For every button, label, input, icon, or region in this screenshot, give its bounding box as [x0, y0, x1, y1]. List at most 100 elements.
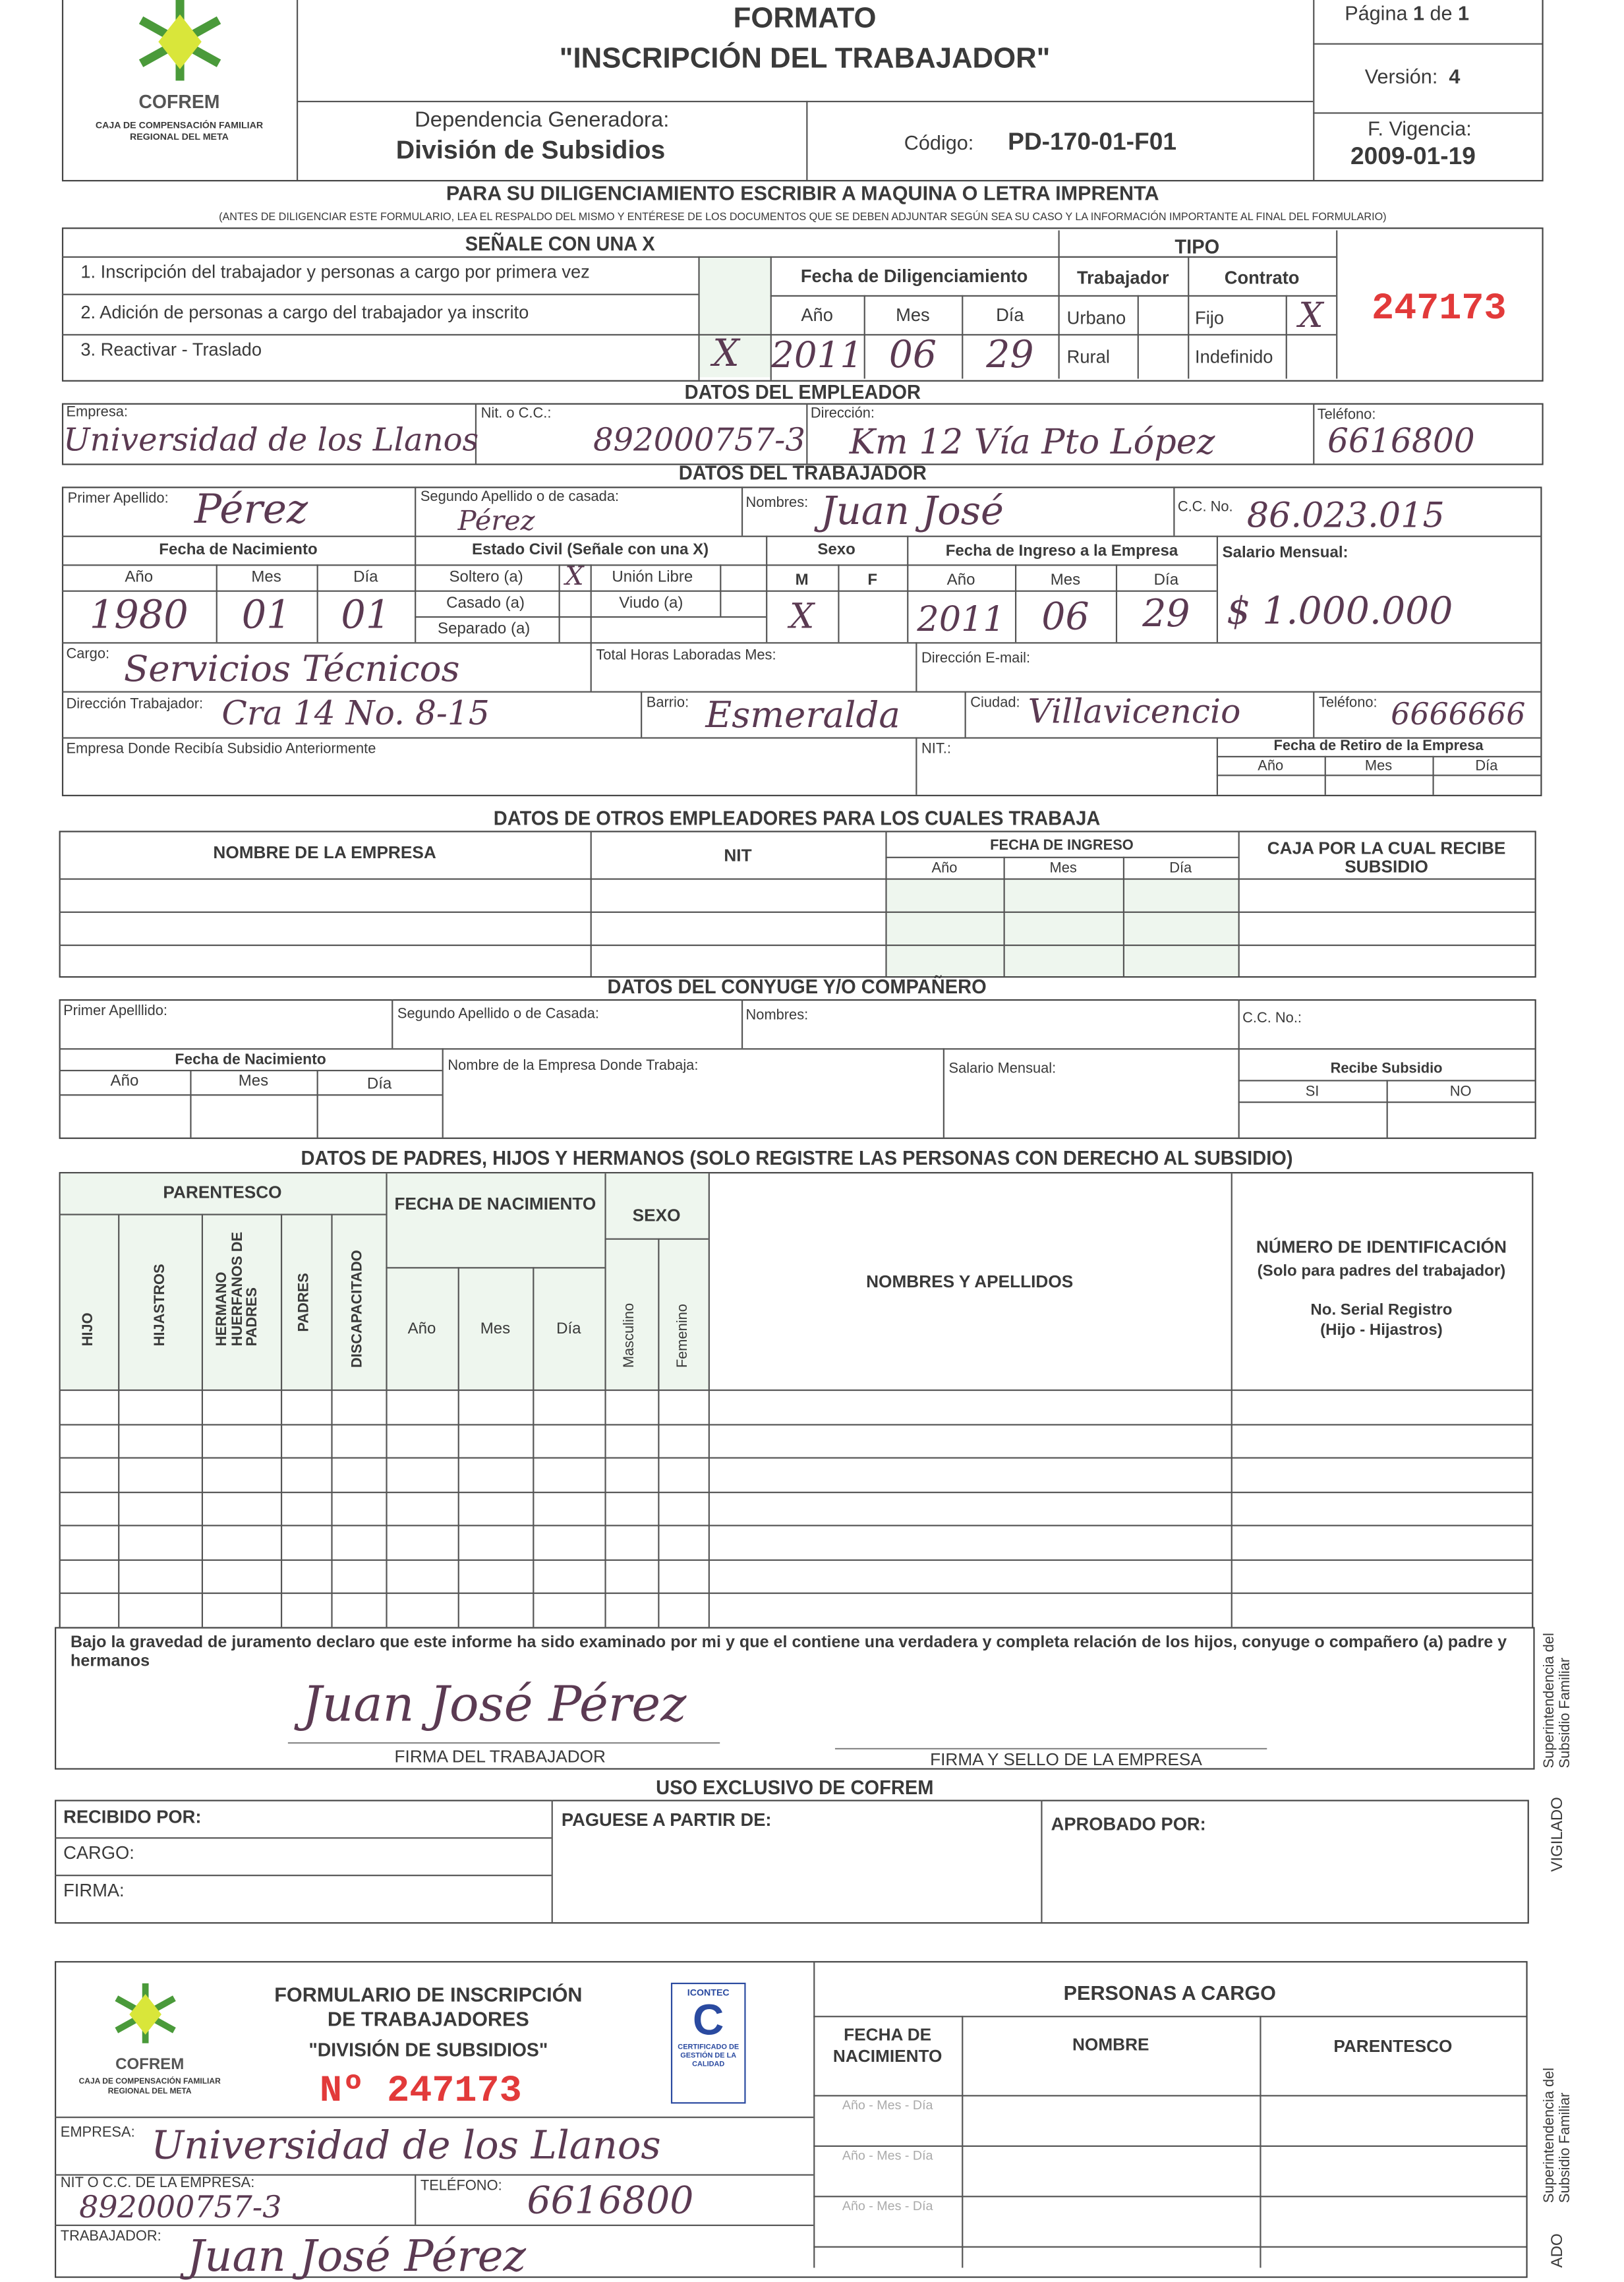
salario-value[interactable]: $ 1.000.000 — [1227, 590, 1453, 634]
serial-number: 247173 — [1372, 286, 1507, 330]
indefinido-option[interactable]: Indefinido — [1195, 347, 1273, 368]
ingreso-label: Fecha de Ingreso a la Empresa — [945, 542, 1178, 560]
logo-name: COFREM — [138, 90, 220, 113]
paguese-label: PAGUESE A PARTIR DE: — [561, 1809, 772, 1830]
sexo-header: SEXO — [632, 1205, 681, 1225]
segundo-apellido-label: Segundo Apellido o de casada: — [420, 489, 620, 506]
option-inscripcion[interactable]: 1. Inscripción del trabajador y personas… — [80, 262, 590, 283]
separado-option[interactable]: Separado (a) — [438, 620, 531, 638]
fecha-mes-value[interactable]: 06 — [888, 334, 937, 378]
nac-ano-value[interactable]: 1980 — [89, 593, 188, 638]
logo-sub: REGIONAL DEL META — [107, 2088, 192, 2097]
firma-trabajador[interactable]: Juan José Pérez — [302, 1676, 687, 1734]
option-adicion[interactable]: 2. Adición de personas a cargo del traba… — [80, 302, 529, 323]
ingreso-ano-value[interactable]: 2011 — [917, 599, 1005, 639]
icontec-text: ICONTEC — [687, 1988, 730, 1999]
mes-label: Mes — [238, 1072, 269, 1090]
option3-mark[interactable]: X — [712, 332, 740, 376]
conyuge-nombres-label: Nombres: — [745, 1008, 809, 1024]
direccion-trabajador-label: Dirección Trabajador: — [66, 697, 204, 713]
form-subtitle: "INSCRIPCIÓN DEL TRABAJADOR" — [559, 43, 1051, 75]
ingreso-mes-value[interactable]: 06 — [1041, 596, 1089, 639]
union-libre-option[interactable]: Unión Libre — [612, 568, 693, 587]
viudo-option[interactable]: Viudo (a) — [619, 595, 683, 612]
logo-name: COFREM — [115, 2056, 185, 2074]
soltero-option[interactable]: Soltero (a) — [449, 568, 523, 587]
nit-anterior-label: NIT.: — [921, 741, 951, 757]
primer-apellido-value[interactable]: Pérez — [194, 485, 308, 533]
otros-fecha-header: FECHA DE INGRESO — [990, 838, 1134, 854]
personas-cargo-title: PERSONAS A CARGO — [1063, 1981, 1276, 2004]
grid-line — [533, 1267, 535, 1627]
direccion-label: Dirección: — [810, 406, 875, 423]
masculino-header: Masculino — [622, 1302, 638, 1368]
urbano-option[interactable]: Urbano — [1066, 308, 1126, 329]
stub-empresa-value[interactable]: Universidad de los Llanos — [151, 2123, 661, 2169]
fijo-mark[interactable]: X — [1298, 295, 1323, 336]
barrio-value[interactable]: Esmeralda — [705, 693, 901, 736]
stub-tel-value[interactable]: 6616800 — [527, 2180, 694, 2223]
casado-option[interactable]: Casado (a) — [446, 595, 525, 612]
recibe-si-option[interactable]: SI — [1305, 1084, 1320, 1100]
grid-line — [59, 1559, 1532, 1561]
grid-line — [59, 1214, 386, 1215]
icontec-logo-icon: ICONTEC C CERTIFICADO DE GESTIÓN DE LA C… — [670, 1982, 746, 2104]
grid-line — [59, 1525, 1532, 1527]
sexo-mark[interactable]: X — [790, 596, 815, 637]
empresa-anterior-label: Empresa Donde Recibía Subsidio Anteriorm… — [66, 741, 376, 757]
ingreso-dia-value[interactable]: 29 — [1142, 593, 1190, 637]
stub-nit-value[interactable]: 892000757-3 — [79, 2190, 282, 2225]
mes-label: Mes — [480, 1320, 511, 1338]
otros-nit-header: NIT — [724, 845, 752, 865]
superintendencia-text: Superintendencia del Subsidio Familiar — [1542, 1633, 1574, 1769]
direccion-value[interactable]: Km 12 Vía Pto López — [849, 422, 1215, 463]
primer-apellido-label: Primer Apellido: — [67, 490, 169, 507]
grid-line — [386, 1267, 605, 1269]
instructions-sub: (ANTES DE DILIGENCIAR ESTE FORMULARIO, L… — [219, 210, 1387, 223]
fecha-ano-value[interactable]: 2011 — [771, 334, 863, 376]
recibe-subsidio-label: Recibe Subsidio — [1330, 1061, 1443, 1077]
grid-line — [201, 1214, 204, 1627]
fijo-option[interactable]: Fijo — [1195, 308, 1225, 329]
nac-dia-value[interactable]: 01 — [341, 593, 391, 638]
stub-trabajador-value[interactable]: Juan José Pérez — [187, 2231, 527, 2282]
mes-label: Mes — [251, 568, 281, 587]
telefono-label: Teléfono: — [1317, 407, 1376, 424]
estado-civil-label: Estado Civil (Señale con una X) — [472, 541, 709, 559]
vigilado-text: VIGILADO — [1549, 1797, 1567, 1872]
ciudad-value[interactable]: Villavicencio — [1028, 693, 1241, 732]
recibe-no-option[interactable]: NO — [1449, 1084, 1472, 1100]
otros-nombre-header: NOMBRE DE LA EMPRESA — [213, 842, 436, 863]
salario-label: Salario Mensual: — [1222, 544, 1348, 562]
dia-label: Día — [1169, 861, 1192, 877]
fecha-dia-value[interactable]: 29 — [986, 334, 1034, 378]
option-reactivar[interactable]: 3. Reactivar - Traslado — [80, 339, 262, 361]
vigilado-text: ADO — [1549, 2233, 1567, 2268]
cargo-value[interactable]: Servicios Técnicos — [123, 647, 460, 690]
aprobado-label: APROBADO POR: — [1051, 1814, 1206, 1834]
nombres-value[interactable]: Juan José — [821, 489, 1004, 535]
grid-line — [604, 1238, 709, 1240]
nit-label: Nit. o C.C.: — [480, 406, 552, 423]
empresa-value[interactable]: Universidad de los Llanos — [63, 423, 479, 459]
stub-trabajador-label: TRABAJADOR: — [60, 2229, 161, 2245]
rural-option[interactable]: Rural — [1066, 347, 1110, 368]
soltero-mark[interactable]: X — [565, 561, 584, 592]
grid-line — [331, 1214, 333, 1627]
tipo-title: TIPO — [1174, 235, 1220, 258]
sexo-m-label: M — [795, 571, 809, 589]
stub-serial-number: Nº 247173 — [319, 2068, 522, 2113]
nit-value[interactable]: 892000757-3 — [593, 423, 805, 459]
segundo-apellido-value[interactable]: Pérez — [457, 505, 535, 537]
dia-label: Día — [1475, 759, 1498, 775]
fecha-format-hint: Año - Mes - Día — [842, 2097, 933, 2113]
nac-mes-value[interactable]: 01 — [241, 593, 291, 638]
dependencia-value: División de Subsidios — [395, 135, 666, 165]
grid-line — [457, 1267, 459, 1627]
fecha-format-hint: Año - Mes - Día — [842, 2198, 933, 2213]
barrio-label: Barrio: — [646, 695, 689, 712]
cc-value[interactable]: 86.023.015 — [1246, 495, 1445, 536]
telefono-value[interactable]: 6616800 — [1327, 423, 1475, 461]
direccion-trabajador-value[interactable]: Cra 14 No. 8-15 — [221, 695, 490, 733]
tel-value[interactable]: 6666666 — [1391, 697, 1526, 732]
